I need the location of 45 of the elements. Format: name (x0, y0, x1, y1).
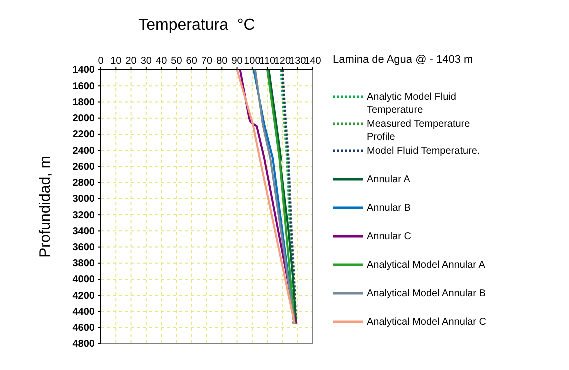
chart-title: Temperatura °C (138, 17, 256, 34)
x-tick-label: 80 (216, 56, 228, 67)
x-tick-label: 10 (110, 56, 122, 67)
x-tick-label: 120 (274, 56, 292, 67)
y-tick-label: 4000 (72, 274, 96, 286)
legend-label: Model Fluid Temperature. (367, 146, 480, 157)
text: Lamina de Agua @ - 1403 m (333, 54, 474, 66)
y-tick-label: 3600 (72, 242, 96, 254)
y-tick-label: 4200 (72, 290, 96, 302)
legend-label: Measured Temperature Profile (367, 119, 471, 143)
y-tick-label: 1400 (72, 65, 96, 76)
legend-label: Analytical Model Annular C (367, 317, 487, 328)
x-tick-label: 90 (232, 56, 244, 67)
y-tick-label: 3400 (72, 226, 96, 238)
y-tick-label: 2000 (72, 114, 96, 125)
y-tick-label: 4400 (72, 306, 96, 318)
x-tick-label: 70 (201, 56, 213, 67)
legend-label: Annular A (367, 174, 411, 186)
legend-label: Annular B (367, 203, 412, 214)
y-tick-label: 3800 (72, 258, 96, 270)
x-tick-label: 100 (244, 56, 262, 67)
y-tick-label: 1800 (72, 97, 96, 108)
y-tick-label: 4800 (72, 339, 96, 350)
x-tick-label: 20 (126, 56, 138, 67)
y-tick-label: 1600 (72, 81, 96, 92)
x-tick-label: 0 (98, 56, 104, 67)
x-tick-label: 40 (156, 56, 168, 67)
y-tick-label: 4600 (72, 323, 96, 334)
x-tick-label: 30 (140, 56, 152, 67)
y-tick-label: 3200 (72, 210, 96, 222)
legend-label: Analytic Model Fluid Temperature (367, 92, 456, 116)
x-tick-label: 140 (304, 56, 322, 67)
y-tick-label: 2200 (72, 130, 96, 141)
y-tick-label: 2600 (72, 162, 96, 173)
legend-label: Annular C (367, 232, 412, 242)
x-tick-label: 130 (290, 56, 307, 67)
y-tick-label: 3000 (72, 194, 96, 206)
x-tick-label: 60 (186, 56, 198, 67)
y-axis-title: Profundidad, m (37, 156, 54, 258)
x-tick-label: 110 (260, 56, 276, 67)
x-tick-label: 50 (171, 56, 183, 67)
y-tick-label: 2800 (72, 178, 96, 190)
legend-label: Analytical Model Annular A (367, 260, 486, 271)
legend-label: Analytical Model Annular B (367, 288, 486, 300)
y-tick-label: 2400 (72, 146, 96, 157)
